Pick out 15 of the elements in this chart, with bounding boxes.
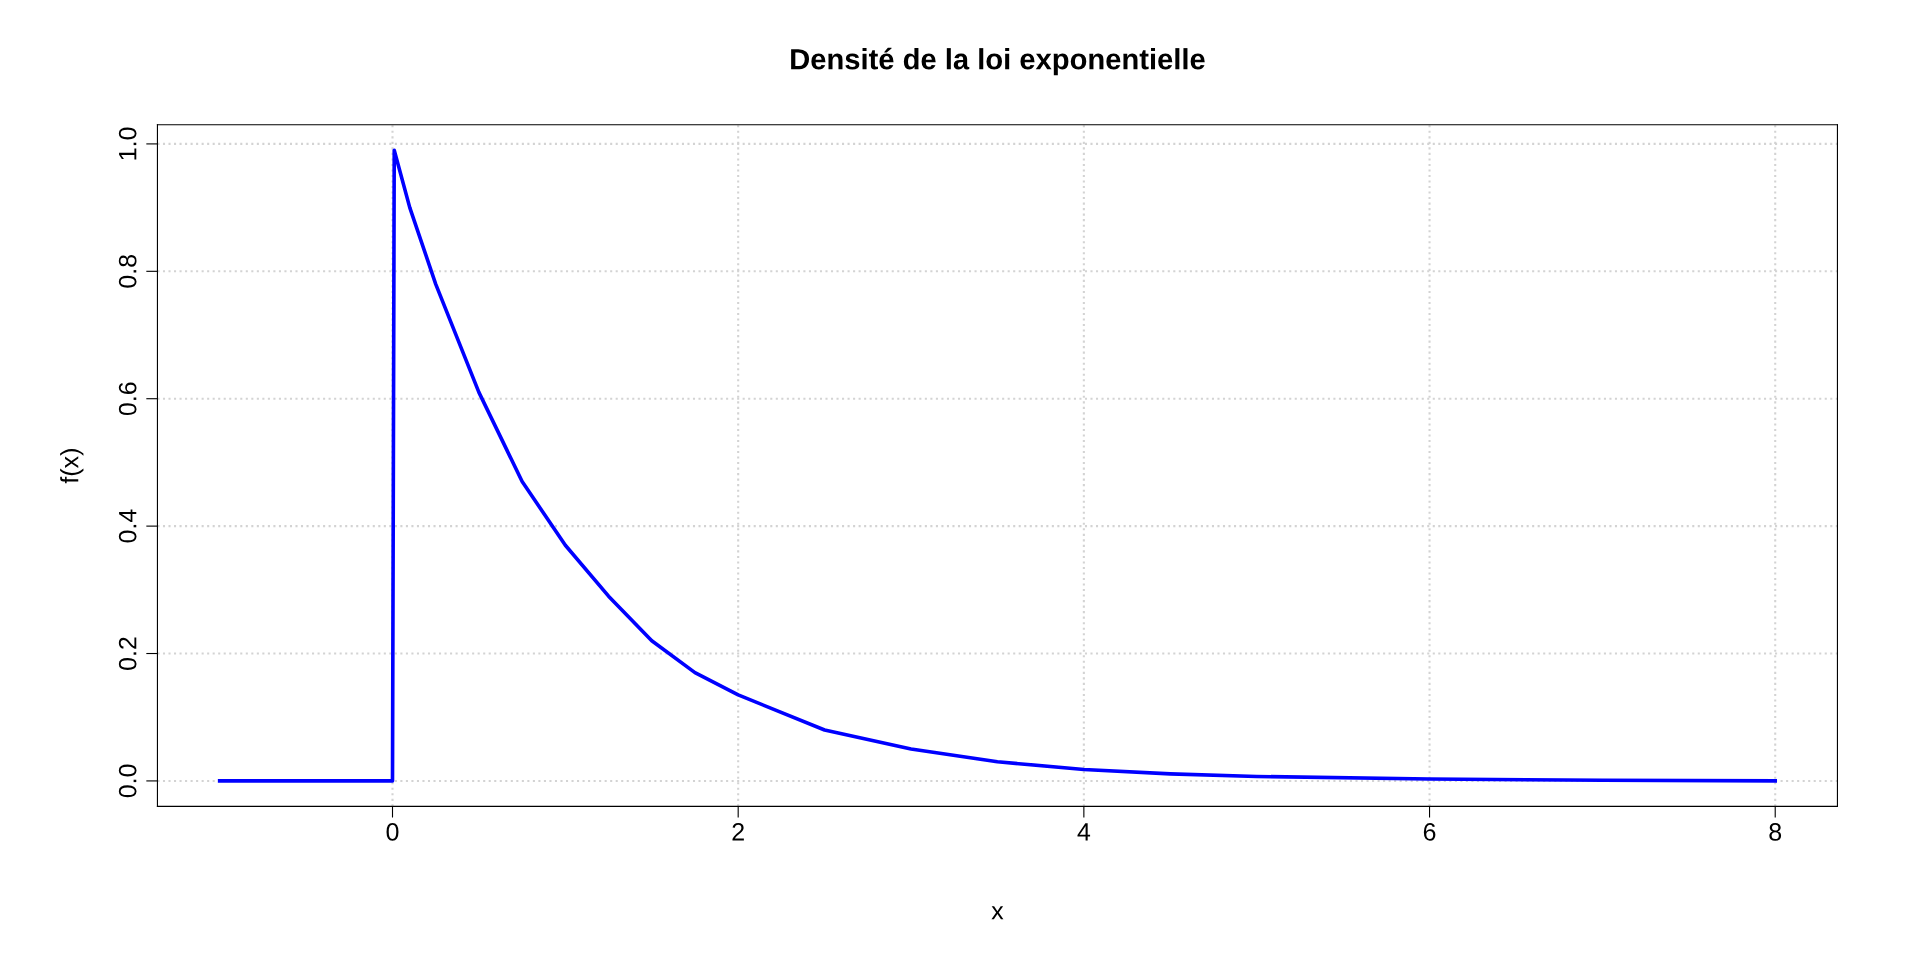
y-tick-label: 0.8 [118, 255, 137, 288]
y-tick-label: 1.0 [118, 127, 137, 160]
x-tick-label: 8 [1769, 823, 1782, 841]
y-tick-label: 0.2 [118, 637, 137, 670]
y-tick-label: 0.0 [118, 764, 137, 798]
x-tick-label: 6 [1423, 823, 1436, 841]
x-axis-title: x [991, 906, 1004, 920]
chart-title: Densité de la loi exponentielle [791, 47, 1205, 76]
y-tick-label: 0.4 [118, 509, 137, 543]
x-tick-label: 0 [386, 823, 399, 841]
line-series [217, 148, 1778, 783]
y-axis-title: f(x) [60, 449, 84, 484]
y-tick-label: 0.6 [118, 382, 137, 416]
x-tick-label: 2 [732, 823, 744, 841]
x-tick-label: 4 [1077, 823, 1091, 841]
